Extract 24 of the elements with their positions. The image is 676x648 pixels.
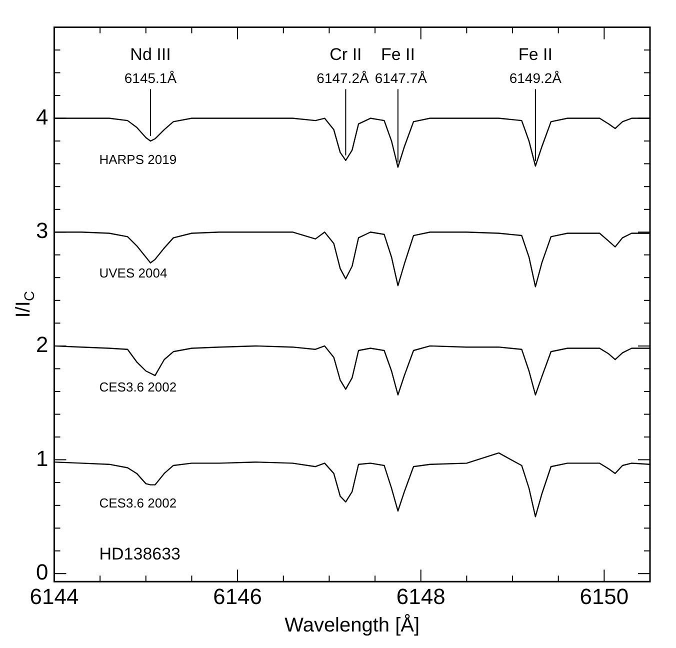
x-tick-label: 6150	[580, 584, 629, 609]
y-tick-label: 1	[36, 446, 48, 471]
x-axis-title: Wavelength [Å]	[284, 614, 420, 637]
x-tick-label: 6144	[30, 584, 79, 609]
annotation: 6145.1Å	[124, 70, 178, 86]
annotation: Fe II	[380, 44, 415, 64]
y-tick-label: 0	[36, 560, 48, 585]
y-tick-label: 3	[36, 218, 48, 244]
y-tick-label: 2	[36, 332, 48, 358]
series-label: UVES 2004	[99, 266, 168, 281]
annotation: Fe II	[518, 44, 552, 64]
annotation: HD138633	[99, 544, 181, 564]
annotation: Nd III	[130, 44, 171, 64]
annotation: 6149.2Å	[509, 70, 562, 86]
x-tick-label: 6148	[396, 584, 446, 609]
series-label: HARPS 2019	[99, 152, 177, 167]
series-label: CES3.6 2002	[99, 496, 177, 511]
annotation: 6147.7Å	[374, 70, 428, 86]
annotation: Cr II	[330, 44, 362, 64]
series-label: CES3.6 2002	[99, 380, 177, 395]
x-tick-label: 6146	[213, 584, 262, 609]
y-axis-title: I/IC	[12, 290, 37, 318]
annotation: 6147.2Å	[316, 70, 370, 86]
y-tick-label: 4	[36, 104, 48, 130]
